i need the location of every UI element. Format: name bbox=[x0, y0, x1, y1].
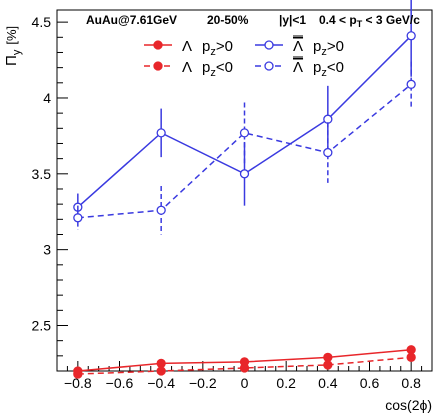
title-system: AuAu@7.61GeV bbox=[86, 13, 177, 27]
x-tick-label: 0.6 bbox=[360, 375, 380, 391]
title-centrality: 20-50% bbox=[207, 13, 249, 27]
legend-cond: <0 bbox=[327, 59, 344, 76]
legend-particle: Λ bbox=[182, 59, 192, 76]
data-point bbox=[239, 128, 250, 138]
data-point bbox=[73, 369, 83, 379]
y-axis-label-sub: y bbox=[11, 49, 23, 55]
title-pt-sub: T bbox=[357, 19, 363, 29]
legend-cond: >0 bbox=[327, 38, 344, 55]
x-tick-label: −0.6 bbox=[106, 375, 134, 391]
data-point bbox=[406, 79, 416, 89]
legend-swatch-marker bbox=[153, 40, 163, 50]
legend-swatch-marker bbox=[264, 61, 274, 71]
title-pt-range: 0.4 < pT < 3 GeV/c bbox=[319, 13, 420, 29]
x-tick-label: −0.2 bbox=[189, 375, 217, 391]
x-tick-label: −0.8 bbox=[64, 375, 92, 391]
legend-pz-sub: z bbox=[210, 46, 216, 58]
legend-pz-sub: z bbox=[321, 46, 327, 58]
series-line bbox=[77, 83, 412, 219]
x-tick-label: 0.2 bbox=[276, 375, 296, 391]
data-point bbox=[239, 363, 250, 373]
legend-pz: p bbox=[313, 38, 321, 55]
data-point bbox=[156, 128, 166, 138]
legend-pz-sub: z bbox=[321, 67, 327, 79]
data-point bbox=[156, 358, 166, 369]
legend-particle: Λ bbox=[182, 38, 192, 55]
data-point bbox=[406, 345, 416, 355]
y-tick-label: 4.5 bbox=[32, 14, 52, 30]
legend-particle: Λ bbox=[293, 59, 303, 76]
data-point bbox=[323, 360, 333, 370]
y-tick-label: 4 bbox=[43, 90, 51, 106]
data-point bbox=[73, 213, 83, 223]
title-rapidity: |y|<1 bbox=[279, 13, 306, 27]
series-1 bbox=[73, 352, 416, 379]
data-point bbox=[323, 352, 333, 362]
data-point bbox=[406, 352, 416, 362]
y-axis-label-unit: [%] bbox=[4, 26, 19, 45]
legend-cond: <0 bbox=[216, 59, 233, 76]
legend-pz-sub: z bbox=[210, 67, 216, 79]
legend-pz: p bbox=[313, 59, 321, 76]
series-3 bbox=[73, 61, 416, 235]
title-pt-prefix: 0.4 < p bbox=[319, 13, 357, 27]
x-tick-label: −0.4 bbox=[147, 375, 175, 391]
legend-pz: p bbox=[202, 38, 210, 55]
legend-cond: >0 bbox=[216, 38, 233, 55]
x-tick-label: 0.8 bbox=[401, 375, 421, 391]
data-point bbox=[239, 169, 250, 179]
data-point bbox=[156, 205, 166, 215]
y-axis-label-main: Π bbox=[3, 55, 20, 66]
x-tick-label: 0 bbox=[241, 375, 249, 391]
data-point bbox=[323, 147, 333, 158]
title-pt-suffix: < 3 GeV/c bbox=[362, 13, 420, 27]
series-2 bbox=[73, 0, 416, 221]
y-axis-label: Πy [%] bbox=[3, 26, 23, 66]
data-point bbox=[406, 31, 416, 41]
x-axis-label: cos(2ϕ) bbox=[385, 397, 432, 413]
data-point bbox=[156, 366, 166, 376]
legend-pz: p bbox=[202, 59, 210, 76]
x-tick-label: 0.4 bbox=[318, 375, 338, 391]
legend-swatch-marker bbox=[264, 40, 274, 50]
y-tick-label: 3.5 bbox=[32, 166, 52, 182]
data-point bbox=[323, 114, 333, 124]
legend-swatch-marker bbox=[153, 61, 163, 71]
series-line bbox=[77, 356, 412, 375]
y-tick-label: 3 bbox=[43, 242, 51, 258]
legend-particle: Λ bbox=[293, 38, 303, 55]
y-tick-label: 2.5 bbox=[32, 317, 52, 333]
